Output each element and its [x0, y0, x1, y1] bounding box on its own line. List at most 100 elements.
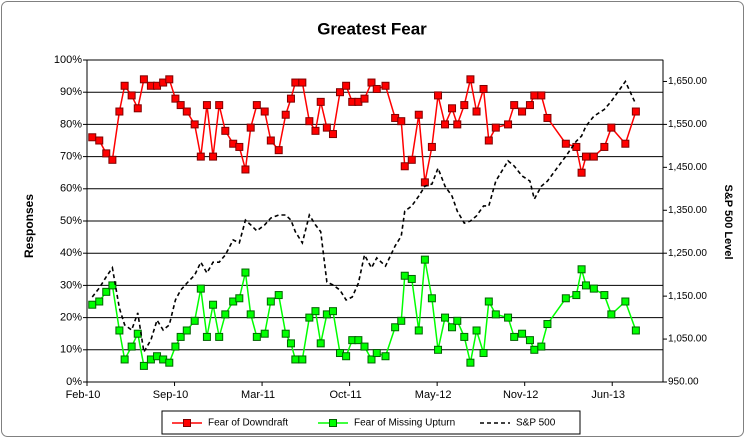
x-tick-label: Oct-11: [330, 389, 362, 401]
point-marker: [472, 326, 481, 335]
y-tick-label: 40%: [60, 247, 82, 259]
point-marker: [525, 336, 534, 345]
point-marker: [328, 130, 337, 139]
point-marker: [115, 107, 124, 116]
point-marker: [581, 281, 590, 290]
point-marker: [322, 123, 331, 132]
point-marker: [252, 101, 261, 110]
point-marker: [537, 91, 546, 100]
y2-tick-label: 1,050.00: [668, 334, 707, 345]
point-marker: [221, 310, 230, 319]
point-marker: [572, 142, 581, 151]
point-marker: [484, 136, 493, 145]
point-marker: [182, 326, 191, 335]
point-marker: [518, 329, 527, 338]
point-marker: [372, 84, 381, 93]
point-marker: [127, 342, 136, 351]
y-tick-label: 60%: [60, 183, 82, 195]
point-marker: [328, 307, 337, 316]
y-tick-label: 0%: [66, 376, 82, 388]
point-marker: [621, 297, 630, 306]
point-marker: [260, 107, 269, 116]
point-marker: [407, 274, 416, 283]
point-marker: [631, 326, 640, 335]
point-marker: [434, 345, 443, 354]
point-marker: [607, 123, 616, 132]
point-marker: [215, 101, 224, 110]
point-marker: [120, 81, 129, 90]
legend-marker: [329, 419, 337, 427]
point-marker: [504, 120, 513, 129]
legend-label: Fear of Downdraft: [208, 418, 288, 429]
point-marker: [260, 329, 269, 338]
point-marker: [190, 316, 199, 325]
x-tick-label: Jun-13: [591, 389, 625, 401]
point-marker: [298, 355, 307, 364]
point-marker: [466, 358, 475, 367]
point-marker: [241, 165, 250, 174]
point-marker: [453, 120, 462, 129]
legend-box: [161, 410, 581, 435]
point-marker: [354, 336, 363, 345]
point-marker: [165, 358, 174, 367]
point-marker: [120, 355, 129, 364]
point-marker: [95, 136, 104, 145]
y2-axis-title: S&P 500 Level: [722, 184, 734, 259]
y2-tick-label: 950.00: [668, 377, 699, 388]
point-marker: [102, 287, 111, 296]
point-marker: [88, 133, 97, 142]
point-marker: [530, 345, 539, 354]
point-marker: [305, 117, 314, 126]
x-tick-label: Feb-10: [66, 389, 101, 401]
point-marker: [88, 300, 97, 309]
point-marker: [397, 316, 406, 325]
point-marker: [472, 107, 481, 116]
point-marker: [600, 291, 609, 300]
point-marker: [209, 300, 218, 309]
point-marker: [266, 297, 275, 306]
point-marker: [108, 281, 117, 290]
point-marker: [342, 352, 351, 361]
point-marker: [372, 349, 381, 358]
point-marker: [108, 155, 117, 164]
point-marker: [621, 139, 630, 148]
point-marker: [491, 123, 500, 132]
point-marker: [484, 297, 493, 306]
point-marker: [360, 342, 369, 351]
y-tick-label: 20%: [60, 312, 82, 324]
point-marker: [427, 142, 436, 151]
point-marker: [577, 168, 586, 177]
point-marker: [391, 323, 400, 332]
y-tick-label: 90%: [60, 86, 82, 98]
point-marker: [397, 117, 406, 126]
point-marker: [139, 75, 148, 84]
point-marker: [235, 142, 244, 151]
point-marker: [400, 162, 409, 171]
point-marker: [589, 284, 598, 293]
point-marker: [518, 107, 527, 116]
point-marker: [115, 326, 124, 335]
point-marker: [291, 78, 300, 87]
point-marker: [127, 91, 136, 100]
y-axis-title: Responses: [22, 194, 36, 258]
y2-tick-label: 1,250.00: [668, 248, 707, 259]
point-marker: [414, 110, 423, 119]
point-marker: [209, 152, 218, 161]
point-marker: [577, 265, 586, 274]
point-marker: [479, 349, 488, 358]
point-marker: [133, 104, 142, 113]
point-marker: [139, 361, 148, 370]
point-marker: [281, 110, 290, 119]
point-marker: [479, 84, 488, 93]
point-marker: [221, 126, 230, 135]
point-marker: [460, 101, 469, 110]
legend-label: S&P 500: [516, 418, 556, 429]
point-marker: [453, 316, 462, 325]
legend-label: Fear of Missing Upturn: [354, 418, 455, 429]
y-tick-label: 10%: [60, 344, 82, 356]
y2-tick-label: 1,650.00: [668, 76, 707, 87]
point-marker: [133, 329, 142, 338]
point-marker: [274, 146, 283, 155]
point-marker: [572, 291, 581, 300]
point-marker: [196, 284, 205, 293]
